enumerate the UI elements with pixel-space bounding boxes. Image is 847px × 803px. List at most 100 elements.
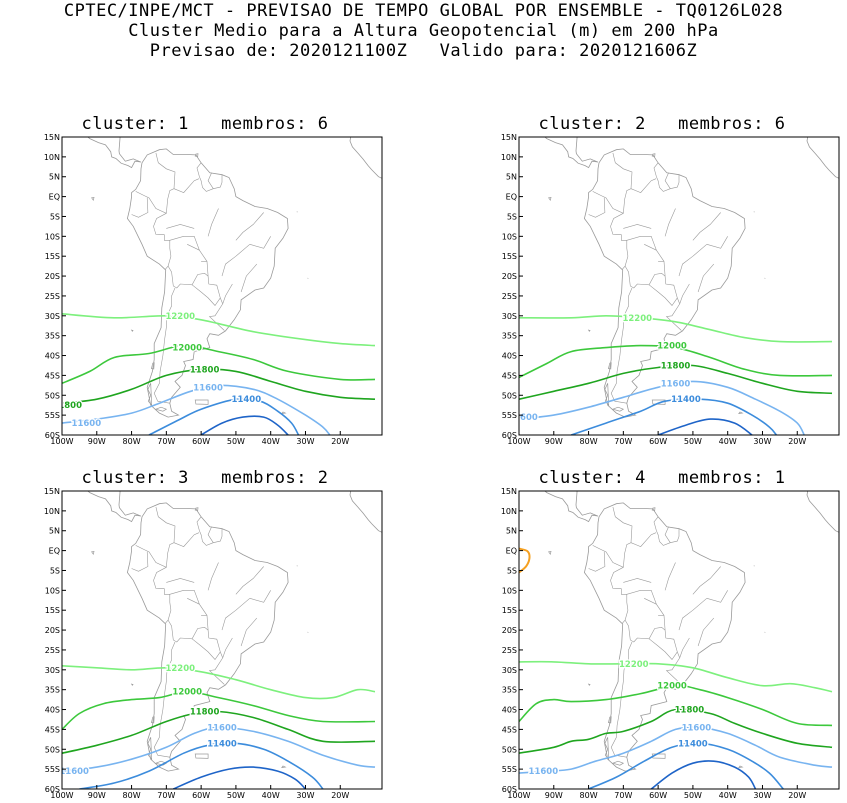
contour-11800: [519, 708, 833, 754]
coastlines-borders: [87, 491, 382, 772]
contour-11200: [650, 760, 757, 789]
lon-tick-label: 30W: [753, 437, 771, 446]
contour-12000: [519, 344, 833, 379]
panel-title: cluster: 2 membros: 6: [538, 114, 786, 134]
contour-label-12200: 12200: [165, 312, 195, 322]
coastline: [150, 716, 155, 724]
country-border: [153, 287, 176, 404]
coastline: [194, 399, 209, 405]
geopotential-map: 12200 12000 11800 11600 1600 11400 15N 10N 5N EQ 5…: [501, 133, 840, 446]
lat-tick-label: 40S: [502, 706, 517, 715]
lon-tick-label: 70W: [157, 437, 175, 446]
chart-title-line-1: CPTEC/INPE/MCT - PREVISAO DE TEMPO GLOBA…: [63, 1, 784, 21]
lat-tick-label: 45S: [45, 371, 60, 380]
contour-lines: [62, 665, 376, 789]
lat-tick-label: 35S: [45, 332, 60, 341]
contour-11400: [570, 398, 778, 435]
country-border: [153, 567, 172, 624]
country-border: [196, 162, 223, 192]
lat-tick-label: 5S: [50, 212, 60, 221]
country-border: [664, 562, 676, 591]
lat-tick-label: 35S: [502, 332, 517, 341]
coastline: [651, 399, 666, 405]
coastline: [147, 383, 153, 407]
contour-lines: [519, 547, 833, 789]
contour-label-12000: 12000: [172, 688, 202, 698]
coastline: [130, 329, 134, 332]
lon-tick-label: 30W: [296, 437, 314, 446]
country-border: [592, 506, 633, 568]
coastline: [611, 760, 625, 766]
lon-tick-label: 50W: [227, 437, 245, 446]
country-border: [249, 590, 271, 603]
country-border: [221, 598, 250, 631]
lat-tick-label: 55S: [45, 765, 60, 774]
coastline: [150, 362, 155, 370]
lon-tick-label: 50W: [684, 791, 702, 800]
lat-tick-label: 25S: [45, 292, 60, 301]
lat-tick-label: 5N: [49, 173, 60, 182]
contour-label-11800: 11800: [190, 365, 220, 375]
country-border: [191, 638, 221, 660]
contour-11200: [200, 415, 289, 435]
country-border: [664, 172, 671, 189]
country-border: [173, 532, 200, 547]
coastline: [118, 137, 141, 163]
coastline: [87, 137, 142, 169]
coastline: [587, 683, 591, 686]
country-border: [131, 551, 149, 572]
lon-tick-label: 70W: [614, 437, 632, 446]
lat-tick-label: 20S: [502, 272, 517, 281]
coastline: [194, 153, 199, 157]
lon-tick-label: 60W: [649, 437, 667, 446]
lon-tick-label: 90W: [545, 791, 563, 800]
lat-tick-label: 25S: [45, 646, 60, 655]
contour-label-12000: 12000: [657, 682, 687, 692]
contour-label-11600: 11600: [682, 723, 712, 733]
contour-11800: [519, 364, 833, 400]
lat-tick-label: 60S: [45, 431, 60, 440]
country-border: [240, 263, 258, 293]
lat-tick-label: 15N: [501, 487, 517, 496]
lon-tick-label: 70W: [614, 791, 632, 800]
country-border: [187, 244, 200, 251]
lat-tick-label: EQ: [49, 547, 60, 556]
lat-tick-label: 45S: [502, 371, 517, 380]
lat-tick-label: 10N: [501, 507, 517, 516]
contour-orange: [519, 547, 531, 574]
contour-11200: [172, 766, 307, 789]
lat-tick-label: 35S: [502, 686, 517, 695]
lat-tick-label: 25S: [502, 292, 517, 301]
country-border: [235, 566, 264, 595]
lon-tick-label: 20W: [788, 437, 806, 446]
contour-label-12200: 12200: [165, 664, 195, 674]
country-border: [692, 566, 721, 595]
map-plot-area: 12200 12000 11800 11600 1600 11400: [519, 137, 839, 435]
contour-label-12000: 12000: [657, 342, 687, 352]
country-border: [697, 617, 715, 647]
coastline: [349, 491, 382, 533]
coastline: [349, 137, 382, 179]
contour-label-12200: 12200: [619, 660, 649, 670]
lon-tick-label: 30W: [296, 791, 314, 800]
country-border: [169, 236, 225, 331]
country-border: [173, 178, 200, 193]
coastline: [90, 550, 95, 556]
country-border: [644, 244, 657, 251]
coastline: [583, 148, 746, 418]
lat-tick-label: EQ: [49, 193, 60, 202]
country-border: [648, 284, 678, 306]
contour-label-11600: 11600: [661, 379, 691, 389]
contour-12000: [62, 344, 376, 385]
lon-tick-label: 20W: [331, 437, 349, 446]
lon-tick-label: 20W: [788, 791, 806, 800]
country-border: [623, 224, 652, 229]
lat-tick-label: 55S: [45, 411, 60, 420]
contour-12000: [62, 690, 376, 730]
country-border: [610, 287, 633, 404]
contour-lines: [519, 314, 833, 435]
geopotential-map: 12200 12000 11800 11600 11600 11400 15N 10N 5N EQ…: [501, 487, 840, 800]
country-border: [222, 637, 233, 658]
coastline: [194, 753, 209, 759]
country-border: [153, 641, 176, 758]
